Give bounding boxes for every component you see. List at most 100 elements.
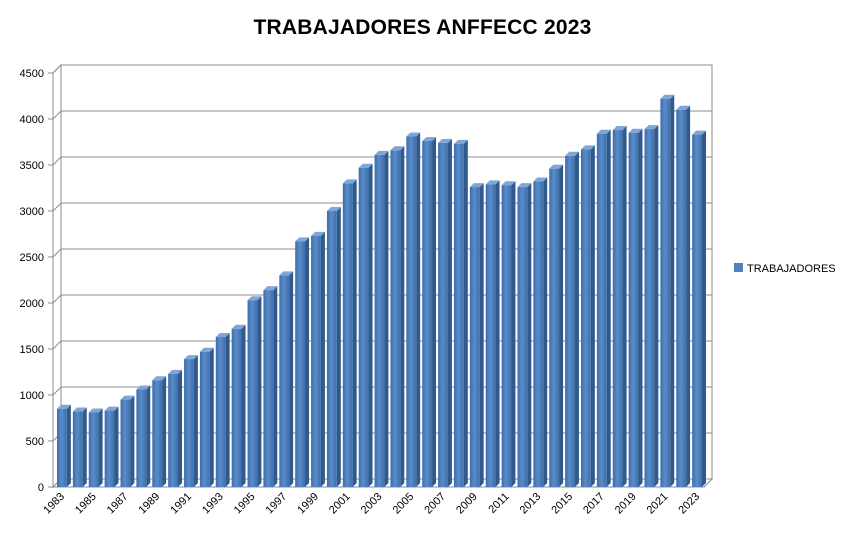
bar-front [438,142,448,488]
bar-front [580,149,591,488]
bar-side [368,163,373,487]
bar-top [501,181,516,186]
y-tick-label: 3500 [20,160,44,172]
gridline-side [52,110,62,120]
bar-side [606,129,611,487]
bar-top [120,395,135,400]
x-tick-label: 1989 [137,491,163,517]
bar [692,130,706,487]
bar-side [622,126,627,487]
bar-front [311,235,321,487]
y-tick-label: 1000 [20,390,44,402]
bar-side [225,333,230,487]
bar-top [311,231,325,236]
y-tick-label: 1500 [20,344,44,356]
bar-top [358,163,373,168]
x-tick-label: 2015 [549,491,575,517]
bar-top [628,128,643,133]
y-axis: 0 500 1000 1500 2000 2500 3000 3500 4000 4500 [20,68,53,494]
bar-side [638,128,643,488]
bar [469,183,484,487]
bar [580,145,595,488]
bar-side [209,347,214,487]
bar-top [231,324,246,329]
y-tick-label: 500 [26,436,44,448]
bar-front [120,399,131,487]
bar-top [533,177,548,182]
bar-top [549,164,564,169]
bar-side [400,146,405,487]
bar-front [406,136,417,488]
bar-side [686,105,691,488]
x-tick-label: 2021 [645,491,671,517]
bar [517,183,532,487]
bar [533,177,548,487]
y-tick-label: 3000 [20,206,44,218]
bar-side [447,138,452,488]
bar [311,231,325,487]
bar-side [352,179,357,487]
bar-side [114,406,119,487]
y-tick-label: 2000 [20,298,44,310]
x-tick-label: 2001 [327,491,353,517]
bar-front [184,359,194,487]
x-tick-label: 2005 [391,491,417,517]
bar-top [453,139,468,144]
bar-front [533,181,544,487]
legend-label: TRABAJADORES [747,263,836,275]
bar [199,347,214,487]
bar-side [463,139,468,487]
bar-side [320,231,325,487]
bar-front [517,187,528,487]
legend-swatch [734,263,743,272]
bar-side [511,181,516,488]
bar-top [168,369,183,374]
bar [231,324,246,487]
bar [660,94,675,487]
gridline-side [52,386,62,396]
bar-side [336,207,341,487]
bar-top [263,286,278,291]
bar-top [565,151,579,156]
bar [120,395,135,487]
bar [438,138,452,488]
bar-side [162,376,167,487]
x-axis: 1983 1985 1987 1989 1991 1993 1995 1997 1999 2001… [41,491,702,517]
bar-front [136,389,147,487]
bar [295,237,310,487]
bar [104,406,119,487]
bar-side [543,177,548,487]
bar-side [130,395,135,487]
bar-front [72,411,83,487]
x-tick-label: 1983 [41,491,67,517]
bar-top [660,94,675,99]
bar-side [82,407,87,487]
bar [422,137,437,487]
bar-front [295,241,306,487]
bar-top [152,376,167,381]
x-tick-label: 1997 [264,491,290,517]
bar-side [384,150,389,487]
bar-side [178,369,183,487]
bar-front [596,133,607,487]
bar-top [215,333,230,338]
bar [88,408,103,487]
bar-top [580,145,595,150]
gridline-side [52,248,62,258]
bar-front [549,168,560,487]
bar-side [289,271,294,487]
bar-side [146,385,151,487]
bar [390,146,405,487]
x-tick-label: 2017 [581,491,607,517]
y-tick-label: 4500 [20,68,44,80]
bar [263,286,278,487]
bar [485,180,500,487]
bar-top [326,207,341,211]
bar-front [231,328,242,487]
bar-side [479,183,484,487]
gridline-side [52,340,62,350]
x-tick-label: 1991 [168,491,194,517]
bar [644,125,659,488]
bar [676,105,691,488]
